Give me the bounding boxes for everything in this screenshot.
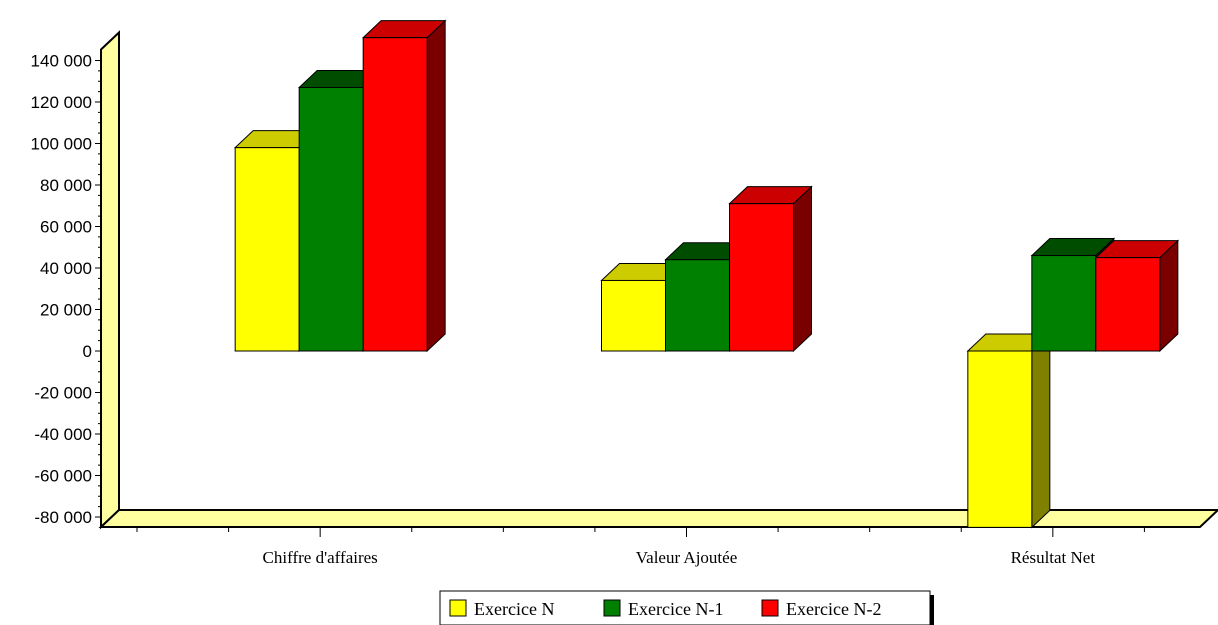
legend-swatch <box>761 599 779 617</box>
legend-label: Exercice N-2 <box>786 599 881 619</box>
floor <box>98 509 1218 528</box>
bar-side <box>793 185 812 353</box>
legend-swatch <box>603 599 621 617</box>
bar-front <box>665 259 730 352</box>
y-tick-label: 140 000 <box>31 52 92 71</box>
x-axis: Chiffre d'affaires Valeur Ajoutée Résultat… <box>101 526 1200 567</box>
chart-walls <box>98 30 1218 530</box>
x-category-label: Valeur Ajoutée <box>636 548 738 567</box>
y-tick-label: -80 000 <box>34 508 92 527</box>
bar-side <box>426 19 446 353</box>
legend-label: Exercice N <box>474 599 554 619</box>
y-axis: 140 000 120 000 100 000 80 000 60 000 40 000 2… <box>31 49 102 528</box>
bar-front <box>729 203 794 352</box>
y-tick-label: -20 000 <box>34 384 92 403</box>
bar-side <box>1159 239 1179 353</box>
bar-side <box>1031 332 1051 529</box>
legend-label: Exercice N-1 <box>628 599 723 619</box>
y-tick-label: 60 000 <box>40 218 92 237</box>
y-tick-label: -40 000 <box>34 425 92 444</box>
y-tick-label: -60 000 <box>34 467 92 486</box>
bar-front <box>362 37 428 352</box>
y-tick-label: 0 <box>83 342 92 361</box>
y-tick-label: 100 000 <box>31 135 92 154</box>
bar-front <box>601 279 666 352</box>
bar <box>1094 239 1180 353</box>
bar-front <box>234 147 300 352</box>
left-wall <box>100 30 120 530</box>
bar <box>966 332 1052 529</box>
legend-box <box>439 590 931 625</box>
bar-front <box>298 86 364 352</box>
legend: Exercice N Exercice N-1 Exercice N-2 <box>439 590 934 625</box>
x-category-label: Résultat Net <box>1011 548 1096 567</box>
y-tick-label: 80 000 <box>40 176 92 195</box>
legend-swatch <box>449 599 467 617</box>
bar-front <box>1095 257 1161 352</box>
bar-front <box>967 350 1033 528</box>
y-tick-label: 20 000 <box>40 301 92 320</box>
y-tick-label: 120 000 <box>31 93 92 112</box>
bar <box>728 185 813 353</box>
x-category-label: Chiffre d'affaires <box>263 548 378 567</box>
bars <box>233 19 1180 529</box>
bar <box>361 19 447 353</box>
y-tick-label: 40 000 <box>40 259 92 278</box>
bar-front <box>1031 255 1097 352</box>
